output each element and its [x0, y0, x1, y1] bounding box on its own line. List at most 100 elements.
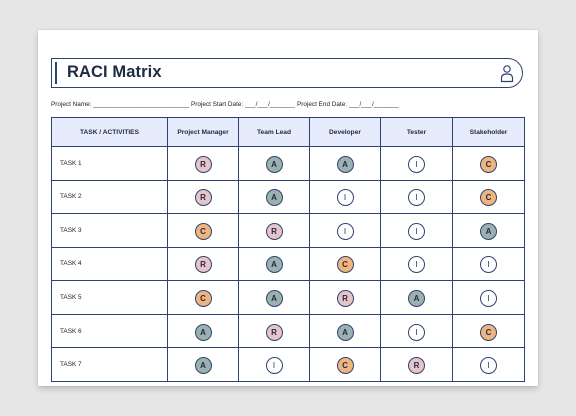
raci-badge: I: [336, 222, 354, 240]
raci-badge: C: [194, 290, 212, 308]
raci-badge: R: [265, 222, 283, 240]
table-row: TASK 6 A R A I C: [51, 313, 525, 349]
raci-badge: C: [480, 155, 497, 173]
raci-table: TASK / ACTIVITIES Project Manager Team L…: [51, 117, 525, 382]
raci-cell-stakeholder: C: [452, 313, 525, 349]
raci-cell-project-manager: A: [167, 347, 239, 382]
raci-cell-project-manager: C: [167, 280, 239, 315]
raci-cell-stakeholder: A: [452, 213, 525, 248]
title-banner: RACI Matrix: [51, 58, 523, 88]
raci-cell-team-lead: A: [238, 146, 310, 181]
raci-cell-tester: I: [380, 246, 453, 282]
raci-badge: C: [480, 323, 497, 341]
raci-badge: I: [408, 189, 425, 207]
raci-cell-tester: I: [380, 213, 453, 248]
raci-badge: I: [408, 323, 425, 341]
raci-badge: A: [336, 323, 354, 341]
column-header-developer: Developer: [309, 117, 381, 147]
raci-badge: A: [194, 323, 212, 341]
raci-badge: A: [265, 290, 283, 308]
raci-cell-team-lead: R: [238, 313, 310, 349]
task-label: TASK 4: [51, 246, 168, 282]
raci-badge: A: [480, 222, 497, 240]
raci-badge: R: [265, 323, 283, 341]
raci-badge: A: [265, 155, 283, 173]
raci-badge: I: [480, 290, 497, 308]
raci-badge: I: [480, 357, 497, 375]
raci-cell-project-manager: A: [167, 313, 239, 349]
raci-cell-project-manager: C: [167, 213, 239, 248]
raci-cell-stakeholder: I: [452, 347, 525, 382]
page-title: RACI Matrix: [67, 63, 162, 81]
table-row: TASK 1 R A A I C: [51, 146, 525, 181]
task-label: TASK 3: [51, 213, 168, 248]
raci-badge: R: [336, 290, 354, 308]
raci-cell-developer: C: [309, 347, 381, 382]
raci-cell-project-manager: R: [167, 246, 239, 282]
raci-cell-project-manager: R: [167, 179, 239, 215]
task-label: TASK 7: [51, 347, 168, 382]
raci-cell-developer: I: [309, 179, 381, 215]
raci-badge: R: [194, 256, 212, 274]
raci-cell-tester: I: [380, 313, 453, 349]
raci-badge: R: [408, 357, 425, 375]
table-row: TASK 5 C A R A I: [51, 280, 525, 315]
raci-badge: I: [336, 189, 354, 207]
raci-badge: A: [408, 290, 425, 308]
table-row: TASK 4 R A C I I: [51, 246, 525, 282]
column-header-stakeholder: Stakeholder: [452, 117, 525, 147]
project-end-date-field[interactable]: Project End Date: ___/___/_______: [297, 101, 399, 108]
raci-badge: C: [336, 357, 354, 375]
raci-cell-team-lead: A: [238, 179, 310, 215]
raci-cell-stakeholder: C: [452, 146, 525, 181]
raci-badge: R: [194, 189, 212, 207]
raci-badge: A: [265, 256, 283, 274]
raci-badge: I: [265, 357, 283, 375]
raci-cell-developer: R: [309, 280, 381, 315]
raci-cell-tester: I: [380, 179, 453, 215]
column-header-project-manager: Project Manager: [167, 117, 239, 147]
task-label: TASK 2: [51, 179, 168, 215]
person-icon: [500, 65, 514, 83]
raci-badge: A: [265, 189, 283, 207]
raci-badge: I: [480, 256, 497, 274]
raci-cell-team-lead: A: [238, 246, 310, 282]
raci-cell-tester: A: [380, 280, 453, 315]
task-label: TASK 6: [51, 313, 168, 349]
raci-cell-team-lead: A: [238, 280, 310, 315]
raci-badge: C: [480, 189, 497, 207]
title-accent-bar: [55, 62, 57, 84]
task-label: TASK 1: [51, 146, 168, 181]
raci-cell-stakeholder: C: [452, 179, 525, 215]
column-header-task: TASK / ACTIVITIES: [51, 117, 168, 147]
column-header-team-lead: Team Lead: [238, 117, 310, 147]
raci-badge: I: [408, 256, 425, 274]
project-meta: Project Name: __________________________…: [51, 101, 521, 113]
raci-cell-tester: I: [380, 146, 453, 181]
raci-badge: C: [194, 222, 212, 240]
project-name-field[interactable]: Project Name: __________________________…: [51, 101, 190, 108]
raci-badge: I: [408, 155, 425, 173]
column-header-tester: Tester: [380, 117, 453, 147]
project-start-date-field[interactable]: Project Start Date: ___/___/_______: [191, 101, 295, 108]
table-row: TASK 3 C R I I A: [51, 213, 525, 248]
raci-cell-developer: I: [309, 213, 381, 248]
raci-cell-developer: A: [309, 146, 381, 181]
raci-cell-tester: R: [380, 347, 453, 382]
raci-cell-stakeholder: I: [452, 246, 525, 282]
raci-cell-team-lead: I: [238, 347, 310, 382]
raci-badge: A: [336, 155, 354, 173]
raci-cell-project-manager: R: [167, 146, 239, 181]
table-header-row: TASK / ACTIVITIES Project Manager Team L…: [51, 117, 525, 147]
raci-badge: R: [194, 155, 212, 173]
table-row: TASK 2 R A I I C: [51, 179, 525, 215]
raci-cell-stakeholder: I: [452, 280, 525, 315]
raci-sheet: RACI Matrix Project Name: ______________…: [38, 30, 538, 386]
raci-badge: C: [336, 256, 354, 274]
table-row: TASK 7 A I C R I: [51, 347, 525, 382]
task-label: TASK 5: [51, 280, 168, 315]
raci-cell-developer: C: [309, 246, 381, 282]
raci-badge: I: [408, 222, 425, 240]
raci-badge: A: [194, 357, 212, 375]
raci-cell-team-lead: R: [238, 213, 310, 248]
